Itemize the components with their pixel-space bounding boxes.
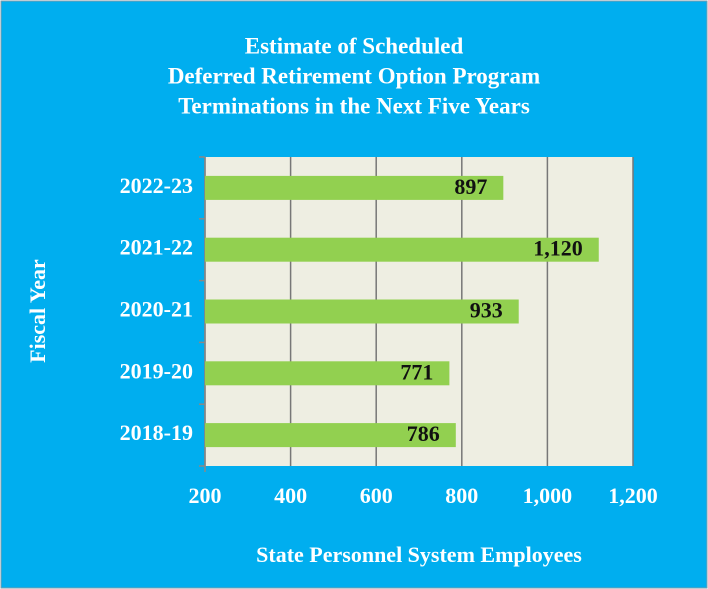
bar — [205, 299, 519, 324]
x-tick-label: 1,200 — [608, 483, 658, 508]
y-tick-label: 2022-23 — [120, 173, 193, 198]
y-tick-label: 2019-20 — [120, 358, 193, 383]
data-label: 933 — [470, 298, 503, 323]
data-label: 1,120 — [533, 236, 583, 261]
x-tick-label: 200 — [189, 483, 222, 508]
bar — [205, 423, 456, 448]
chart-title: Estimate of Scheduled — [245, 33, 464, 58]
y-axis-title: Fiscal Year — [25, 259, 50, 363]
x-tick-label: 1,000 — [523, 483, 573, 508]
chart-title: Deferred Retirement Option Program — [168, 63, 540, 88]
x-tick-label: 600 — [360, 483, 393, 508]
x-tick-label: 800 — [445, 483, 478, 508]
bar — [205, 361, 450, 386]
chart-title: Terminations in the Next Five Years — [178, 93, 530, 118]
bar — [205, 237, 599, 262]
data-label: 897 — [454, 174, 487, 199]
x-axis-title: State Personnel System Employees — [256, 542, 582, 567]
bar — [205, 175, 504, 200]
data-label: 771 — [400, 359, 433, 384]
y-tick-label: 2020-21 — [120, 297, 193, 322]
y-tick-label: 2018-19 — [120, 420, 193, 445]
data-label: 786 — [407, 421, 440, 446]
y-tick-label: 2021-22 — [120, 235, 193, 260]
x-tick-label: 400 — [274, 483, 307, 508]
